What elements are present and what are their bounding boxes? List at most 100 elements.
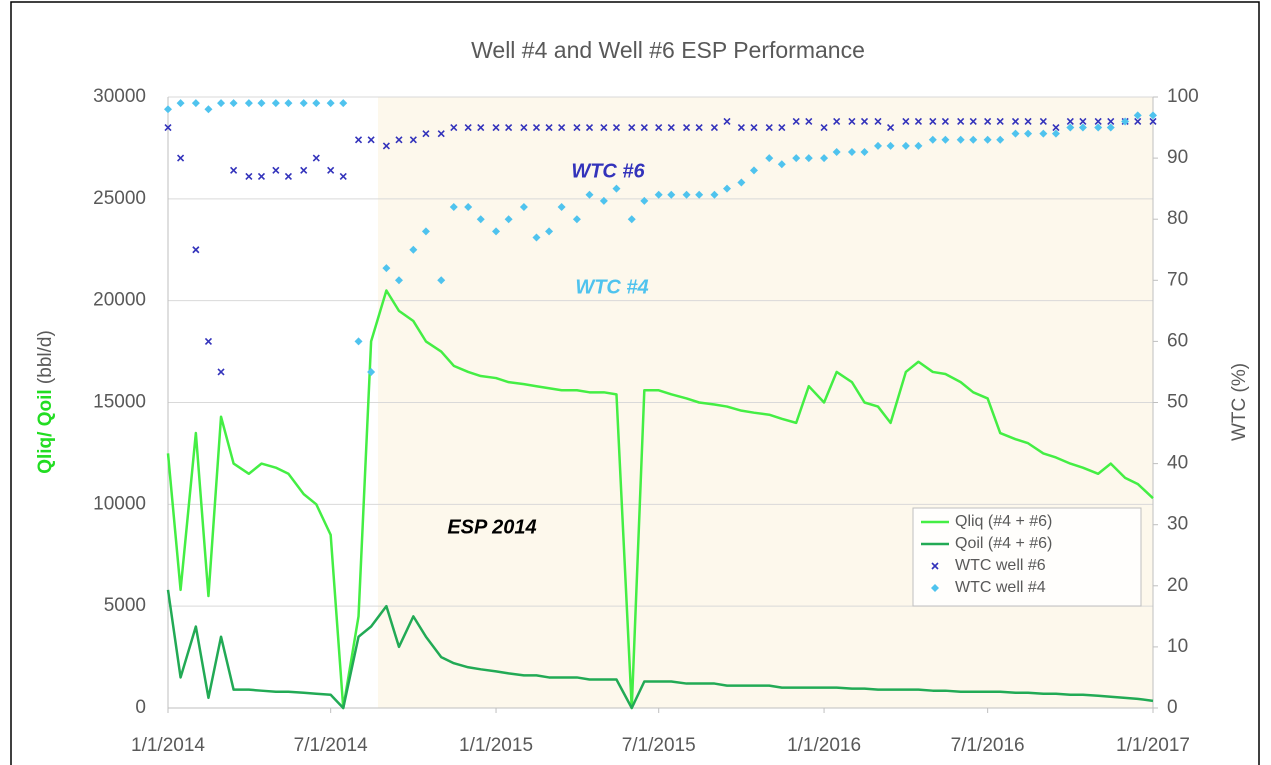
marker-diamond [1106,123,1115,132]
x-tick-label: 1/1/2017 [1116,735,1190,756]
marker-x [505,123,513,132]
y-label-main: Qliq/ Qoil [35,389,56,473]
marker-x [996,117,1004,126]
marker-diamond [612,184,621,193]
y2-tick-label: 40 [1167,453,1188,474]
marker-x [914,117,922,126]
marker-x [257,172,266,180]
marker-x [957,117,965,126]
marker-diamond [572,215,581,224]
marker-diamond [1066,123,1075,132]
marker-x [612,123,621,132]
marker-diamond [749,166,758,175]
marker-diamond [421,227,430,236]
marker-x [367,136,375,144]
marker-diamond [339,99,348,108]
y2-tick-label: 30 [1167,514,1188,535]
marker-x [545,123,553,132]
marker-x [902,117,910,126]
x-tick-label: 1/1/2014 [131,735,205,756]
marker-x [600,123,608,132]
marker-x [164,123,172,132]
marker-x [628,123,636,132]
marker-diamond [409,245,418,254]
marker-x [192,246,200,254]
marker-x [1107,117,1115,126]
marker-diamond [437,276,446,285]
marker-diamond [873,141,882,150]
y-tick-label: 15000 [93,392,146,413]
marker-x [874,117,882,126]
marker-x [409,136,417,144]
marker-x [339,172,347,180]
marker-diamond [627,215,636,224]
legend-label: Qoil (#4 + #6) [955,535,1052,552]
marker-x [820,123,828,132]
y-tick-label: 5000 [104,595,146,616]
marker-x [217,368,225,376]
marker-x [177,154,185,162]
marker-x [520,123,528,132]
marker-diamond [585,190,594,199]
marker-x [492,123,500,132]
marker-x [395,136,403,144]
marker-diamond [667,190,676,199]
marker-x [573,123,581,132]
marker-diamond [710,190,719,199]
y2-tick-label: 90 [1167,147,1188,168]
marker-x [1079,117,1087,126]
marker-x [1052,123,1060,132]
marker-diamond [519,202,528,211]
marker-x [1094,117,1102,126]
y2-tick-label: 10 [1167,636,1188,657]
marker-diamond [956,135,965,144]
marker-x [477,123,485,132]
legend: Qliq (#4 + #6) Qoil (#4 + #6) WTC well #6 W… [912,507,1142,607]
marker-x [778,123,786,132]
marker-x [1024,117,1032,126]
legend-label: Qliq (#4 + #6) [955,513,1052,530]
y-label-unit: (bbl/d) [35,330,56,384]
y2-tick-label: 60 [1167,330,1188,351]
marker-diamond [1011,129,1020,138]
marker-x [354,136,363,144]
marker-diamond [1039,129,1048,138]
marker-x [585,123,594,132]
y-tick-label: 25000 [93,188,146,209]
marker-diamond [599,196,608,205]
marker-diamond [723,184,732,193]
y2-axis-label: WTC (%) [1229,363,1250,441]
marker-x [723,117,731,126]
marker-diamond [532,233,541,242]
marker-x [450,123,458,132]
marker-x [1149,117,1157,126]
marker-diamond [299,99,308,108]
marker-diamond [229,99,238,108]
marker-x [558,123,566,132]
marker-x [1134,117,1142,126]
legend-label: WTC well #6 [955,557,1046,574]
y-axis-label-text: Qliq/ Qoil (bbl/d) [35,330,56,474]
marker-diamond [326,99,335,108]
marker-diamond [832,147,841,156]
marker-x [204,337,213,345]
marker-x [327,166,335,174]
marker-diamond [941,135,950,144]
marker-diamond [1133,111,1142,120]
marker-diamond [983,135,992,144]
marker-x [1011,117,1020,126]
marker-diamond [1051,129,1060,138]
marker-diamond [695,190,704,199]
marker-diamond [312,99,321,108]
marker-diamond [284,99,293,108]
marker-x [695,123,703,132]
marker-diamond [204,105,213,114]
marker-diamond [996,135,1005,144]
marker-x [750,123,758,132]
marker-diamond [847,147,856,156]
marker-diamond [354,337,363,346]
marker-x [969,117,977,126]
y2-tick-label: 20 [1167,575,1188,596]
marker-x [230,166,238,174]
marker-diamond [1149,111,1157,120]
